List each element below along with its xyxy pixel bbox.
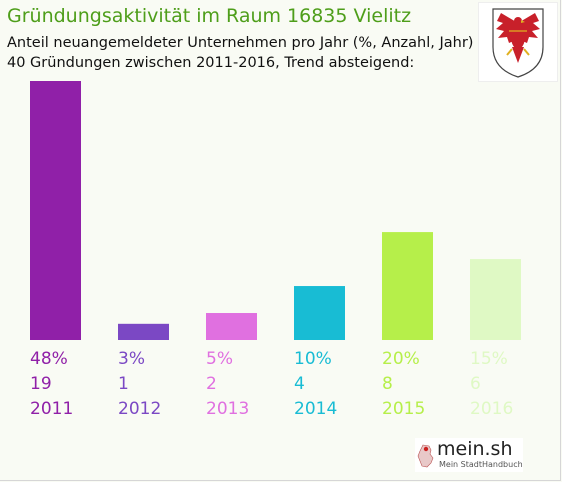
count-label-2015: 8 xyxy=(382,374,393,394)
year-label-2012: 2012 xyxy=(118,399,161,419)
chart-subtitle-line1: Anteil neuangemeldeter Unternehmen pro J… xyxy=(7,35,474,51)
chart-subtitle-line2: 40 Gründungen zwischen 2011-2016, Trend … xyxy=(7,55,415,71)
percent-label-2011: 48% xyxy=(30,349,68,369)
count-label-2013: 2 xyxy=(206,374,217,394)
coat-of-arms-icon xyxy=(478,2,558,82)
count-label-2016: 6 xyxy=(470,374,481,394)
percent-label-2012: 3% xyxy=(118,349,145,369)
percent-label-2016: 15% xyxy=(470,349,508,369)
year-label-2011: 2011 xyxy=(30,399,73,419)
germany-map-icon xyxy=(417,444,434,468)
count-label-2014: 4 xyxy=(294,374,305,394)
bar-2014 xyxy=(294,286,345,340)
logo-text: mein.sh xyxy=(437,438,513,460)
year-label-2016: 2016 xyxy=(470,399,513,419)
bar-2016 xyxy=(470,259,521,340)
year-label-2014: 2014 xyxy=(294,399,337,419)
percent-label-2015: 20% xyxy=(382,349,420,369)
count-label-2011: 19 xyxy=(30,374,52,394)
year-label-2013: 2013 xyxy=(206,399,249,419)
bar-2011 xyxy=(30,81,81,340)
logo: mein.sh Mein StadtHandbuch xyxy=(415,438,523,472)
bar-2012 xyxy=(118,323,169,340)
percent-label-2014: 10% xyxy=(294,349,332,369)
percent-label-2013: 5% xyxy=(206,349,233,369)
bar-2013 xyxy=(206,313,257,340)
bar-2015 xyxy=(382,232,433,340)
count-label-2012: 1 xyxy=(118,374,129,394)
year-label-2015: 2015 xyxy=(382,399,425,419)
chart-title: Gründungsaktivität im Raum 16835 Vielitz xyxy=(7,5,412,27)
logo-tagline: Mein StadtHandbuch xyxy=(439,460,523,469)
